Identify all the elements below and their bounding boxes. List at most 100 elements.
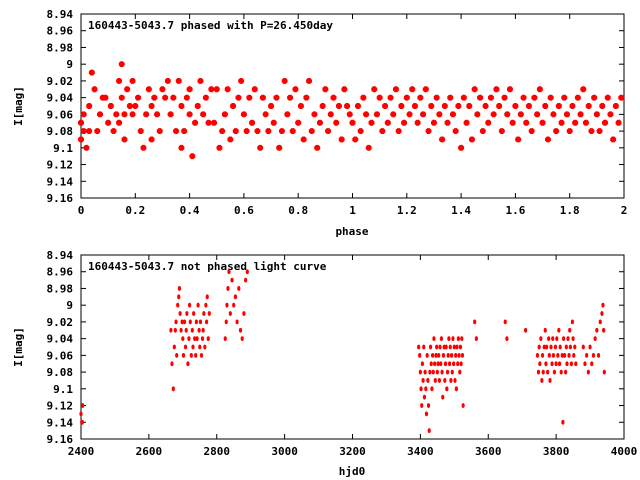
data-point bbox=[435, 369, 439, 375]
data-point bbox=[520, 94, 527, 101]
data-point bbox=[403, 94, 410, 101]
data-point bbox=[190, 327, 194, 333]
data-point bbox=[121, 111, 128, 118]
data-point bbox=[455, 103, 462, 109]
data-point bbox=[546, 369, 550, 375]
data-point bbox=[528, 128, 535, 134]
data-point bbox=[197, 78, 204, 84]
data-point bbox=[327, 111, 334, 118]
data-point bbox=[424, 386, 428, 392]
data-point bbox=[436, 361, 440, 367]
data-point bbox=[240, 336, 244, 342]
data-point bbox=[238, 327, 243, 333]
y-tick-label: 9 bbox=[66, 58, 73, 71]
data-point bbox=[86, 128, 93, 134]
data-point bbox=[289, 128, 296, 134]
data-point bbox=[439, 361, 443, 367]
data-point bbox=[588, 128, 595, 134]
data-point bbox=[538, 361, 542, 367]
data-point bbox=[555, 336, 559, 342]
x-tick-label: 1.2 bbox=[397, 204, 417, 217]
data-point bbox=[300, 136, 307, 143]
data-point bbox=[308, 128, 315, 134]
data-point bbox=[595, 327, 599, 333]
data-point bbox=[431, 119, 437, 126]
y-tick-label: 9.14 bbox=[47, 416, 74, 429]
data-point bbox=[395, 128, 402, 134]
data-point bbox=[473, 319, 477, 325]
data-point bbox=[208, 86, 215, 93]
x-tick-label: 0.2 bbox=[125, 204, 145, 217]
data-point bbox=[393, 86, 399, 93]
data-point bbox=[202, 311, 206, 316]
data-point bbox=[422, 86, 429, 93]
data-point bbox=[191, 344, 195, 350]
data-point bbox=[445, 369, 450, 375]
data-point bbox=[542, 344, 546, 350]
data-point bbox=[550, 111, 557, 118]
data-point bbox=[205, 119, 212, 126]
data-point bbox=[602, 369, 606, 375]
data-point bbox=[170, 361, 174, 367]
data-point bbox=[102, 94, 109, 101]
data-point bbox=[349, 119, 356, 126]
data-point bbox=[428, 344, 433, 350]
data-point bbox=[171, 386, 175, 392]
data-point bbox=[545, 344, 549, 350]
data-point bbox=[474, 336, 478, 342]
data-point bbox=[498, 128, 505, 134]
y-tick-label: 8.98 bbox=[47, 41, 74, 54]
data-point bbox=[607, 111, 614, 118]
data-point bbox=[455, 344, 459, 350]
data-point bbox=[591, 94, 598, 101]
data-point bbox=[414, 119, 421, 126]
data-point bbox=[148, 136, 155, 143]
data-point bbox=[560, 352, 564, 358]
data-point bbox=[602, 119, 608, 126]
data-point bbox=[172, 344, 176, 350]
data-point bbox=[551, 352, 556, 358]
data-point bbox=[547, 336, 551, 342]
data-point bbox=[571, 336, 575, 342]
data-point bbox=[588, 344, 592, 350]
data-point bbox=[577, 111, 584, 118]
data-point bbox=[344, 103, 350, 109]
data-point bbox=[561, 336, 566, 342]
data-point bbox=[460, 352, 465, 358]
data-point bbox=[265, 128, 272, 134]
data-point bbox=[78, 136, 84, 143]
y-tick-label: 8.96 bbox=[47, 25, 74, 38]
data-point bbox=[433, 94, 440, 101]
data-point bbox=[240, 111, 247, 118]
data-point bbox=[325, 128, 331, 134]
y-tick-label: 9.08 bbox=[47, 125, 74, 138]
y-tick-label: 8.94 bbox=[47, 249, 74, 262]
data-point bbox=[228, 311, 232, 316]
data-point bbox=[177, 294, 181, 300]
data-point bbox=[175, 352, 179, 358]
data-point bbox=[485, 119, 492, 126]
data-point bbox=[426, 403, 431, 408]
data-point bbox=[610, 136, 617, 143]
data-point bbox=[526, 103, 532, 109]
data-point bbox=[450, 111, 456, 118]
data-point bbox=[567, 352, 571, 358]
data-point bbox=[116, 119, 122, 126]
data-point bbox=[387, 94, 394, 101]
x-tick-label: 0.8 bbox=[288, 204, 308, 217]
data-point bbox=[390, 111, 397, 118]
data-point bbox=[292, 86, 299, 93]
data-point bbox=[306, 78, 312, 84]
data-point bbox=[287, 94, 293, 101]
data-point bbox=[181, 336, 185, 342]
data-point bbox=[437, 378, 441, 383]
data-point bbox=[580, 86, 587, 93]
data-point bbox=[434, 352, 438, 358]
data-point bbox=[132, 103, 139, 109]
data-point bbox=[186, 86, 193, 93]
data-point bbox=[458, 369, 462, 375]
data-point bbox=[129, 78, 136, 84]
data-point bbox=[194, 103, 201, 109]
data-point bbox=[91, 86, 98, 93]
data-point bbox=[107, 103, 114, 109]
